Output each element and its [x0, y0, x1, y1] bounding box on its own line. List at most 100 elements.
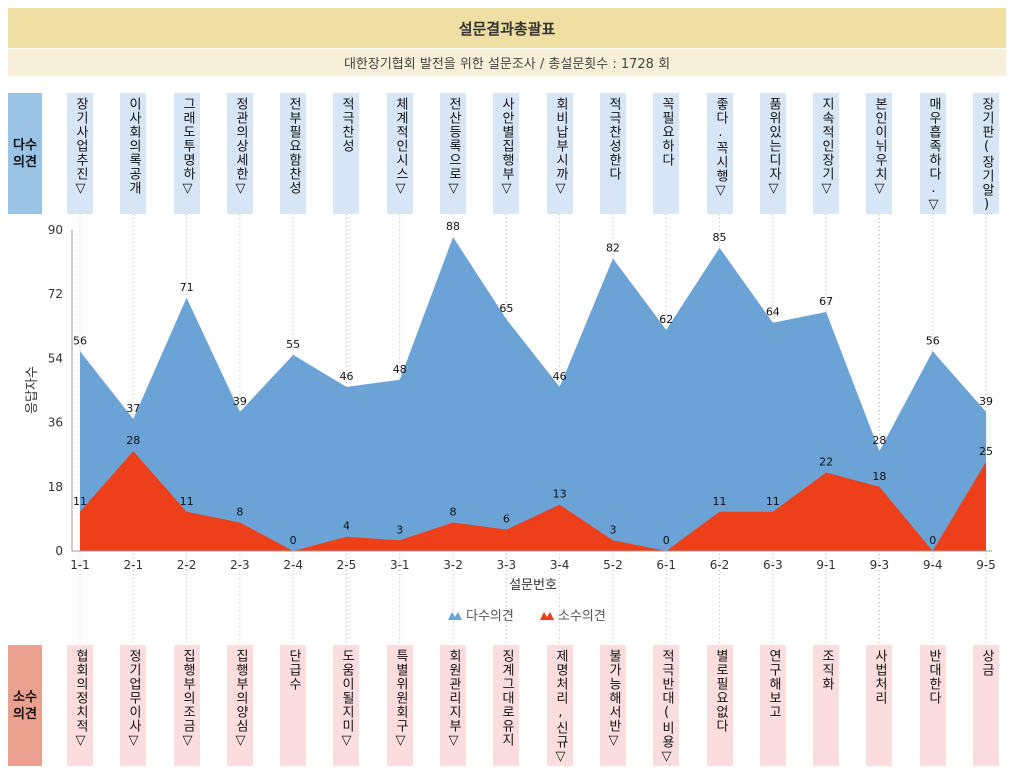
majority-opinion-box: 꼭필요하다: [653, 93, 679, 214]
minority-row-label: 소수 의견: [8, 645, 42, 766]
minority-opinion-text: 도움이될지미▽: [339, 649, 354, 749]
data-label: 13: [553, 488, 567, 501]
minority-opinion-box: 적극반대(비용▽: [653, 645, 679, 766]
majority-opinion-box: 적극찬성한다: [600, 93, 626, 214]
minority-opinion-box: 징계그대로유지: [493, 645, 519, 766]
minority-opinion-text: 불가능해서반▽: [606, 649, 621, 749]
majority-opinion-text: 회비납부시까▽: [553, 97, 568, 197]
x-axis-title: 설문번호: [509, 578, 557, 593]
data-label: 18: [872, 470, 886, 483]
minority-opinion-text: 반대한다: [926, 649, 941, 705]
majority-opinion-box: 그래도투명하▽: [174, 93, 200, 214]
minority-opinion-box: 특별위원회구▽: [387, 645, 413, 766]
data-label: 28: [126, 434, 140, 447]
majority-opinion-box: 본인이뉘우치▽: [866, 93, 892, 214]
data-label: 0: [663, 534, 670, 547]
minority-opinion-box: 정기업무이사▽: [120, 645, 146, 766]
data-label: 11: [766, 495, 780, 508]
majority-opinion-box: 장기사업추진▽: [67, 93, 93, 214]
data-label: 37: [126, 402, 140, 415]
x-tick-label: 9-3: [870, 558, 890, 572]
majority-opinion-text: 전부필요함찬성: [286, 97, 301, 195]
minority-opinion-text: 사법처리: [872, 649, 887, 705]
data-label: 56: [73, 334, 87, 347]
x-tick-label: 9-4: [923, 558, 943, 572]
minority-opinion-text: 별로필요없다: [713, 649, 728, 733]
x-tick-label: 2-4: [283, 558, 303, 572]
majority-opinion-box: 품위있는디자▽: [760, 93, 786, 214]
majority-opinion-box: 지속적인장기▽: [813, 93, 839, 214]
minority-opinion-text: 징계그대로유지: [499, 649, 514, 747]
data-label: 0: [929, 534, 936, 547]
minority-opinion-text: 회원관리지부▽: [446, 649, 461, 749]
minority-opinion-text: 조직화: [819, 649, 834, 691]
legend-swatch: [540, 612, 554, 620]
y-tick-label: 18: [48, 480, 63, 494]
majority-opinion-text: 좋다.꼭시행▽: [713, 97, 728, 199]
x-tick-label: 3-1: [390, 558, 410, 572]
minority-opinion-text: 적극반대(비용▽: [659, 649, 674, 765]
legend-label: 소수의견: [558, 609, 606, 624]
x-tick-label: 2-3: [230, 558, 250, 572]
majority-opinion-text: 그래도투명하▽: [180, 97, 195, 197]
series-area-다수의견: [80, 237, 986, 551]
page-title: 설문결과총괄표: [8, 8, 1006, 48]
x-tick-label: 3-4: [550, 558, 570, 572]
minority-opinion-box: 단급수: [280, 645, 306, 766]
x-tick-label: 6-1: [656, 558, 676, 572]
data-label: 11: [180, 495, 194, 508]
minority-opinion-text: 제명처리,신규▽: [553, 649, 568, 765]
minority-opinion-text: 단급수: [286, 649, 301, 691]
data-label: 0: [290, 534, 297, 547]
survey-subtitle: 대한장기협회 발전을 위한 설문조사 / 총설문횟수 : 1728 회: [8, 49, 1006, 76]
minority-opinion-box: 제명처리,신규▽: [547, 645, 573, 766]
y-tick-label: 54: [48, 351, 63, 365]
data-label: 39: [979, 395, 993, 408]
majority-opinion-text: 적극찬성한다: [606, 97, 621, 181]
data-label: 64: [766, 306, 780, 319]
data-label: 39: [233, 395, 247, 408]
x-tick-label: 6-3: [763, 558, 783, 572]
minority-opinion-box: 집행부의양심▽: [227, 645, 253, 766]
majority-opinion-text: 이사회의록공개: [126, 97, 141, 195]
majority-opinion-box: 좋다.꼭시행▽: [707, 93, 733, 214]
data-label: 4: [343, 520, 350, 533]
data-label: 56: [926, 334, 940, 347]
minority-opinion-box: 조직화: [813, 645, 839, 766]
data-label: 65: [499, 302, 513, 315]
minority-opinion-text: 집행부의양심▽: [233, 649, 248, 749]
minority-opinion-box: 사법처리: [866, 645, 892, 766]
majority-opinion-box: 적극찬성: [333, 93, 359, 214]
minority-opinion-box: 별로필요없다: [707, 645, 733, 766]
majority-opinion-box: 전부필요함찬성: [280, 93, 306, 214]
majority-opinion-text: 꼭필요하다: [659, 97, 674, 167]
data-label: 28: [872, 434, 886, 447]
x-tick-label: 1-1: [70, 558, 90, 572]
majority-opinion-box: 체계적인시스▽: [387, 93, 413, 214]
minority-opinion-text: 상금: [979, 649, 994, 677]
x-tick-label: 2-5: [337, 558, 357, 572]
data-label: 55: [286, 338, 300, 351]
legend-label: 다수의견: [466, 609, 514, 624]
majority-opinion-text: 적극찬성: [339, 97, 354, 153]
majority-opinion-box: 회비납부시까▽: [547, 93, 573, 214]
data-label: 3: [609, 523, 616, 536]
minority-opinion-box: 도움이될지미▽: [333, 645, 359, 766]
y-axis-title: 응답자수: [25, 366, 40, 414]
majority-opinion-text: 매우흡족하다.▽: [926, 97, 941, 213]
data-label: 11: [713, 495, 727, 508]
minority-opinion-box: 반대한다: [920, 645, 946, 766]
data-label: 88: [446, 220, 460, 233]
minority-opinion-text: 협회의정치적▽: [73, 649, 88, 749]
y-tick-label: 90: [48, 223, 63, 237]
majority-opinion-box: 장기판(장기알): [973, 93, 999, 214]
majority-opinion-text: 지속적인장기▽: [819, 97, 834, 197]
majority-row-label: 다수 의견: [8, 93, 42, 214]
majority-opinion-box: 이사회의록공개: [120, 93, 146, 214]
minority-row-label-text: 소수 의견: [13, 689, 37, 722]
minority-opinion-box: 회원관리지부▽: [440, 645, 466, 766]
majority-opinion-text: 정관의상세한▽: [233, 97, 248, 197]
data-label: 11: [73, 495, 87, 508]
x-tick-label: 6-2: [710, 558, 730, 572]
